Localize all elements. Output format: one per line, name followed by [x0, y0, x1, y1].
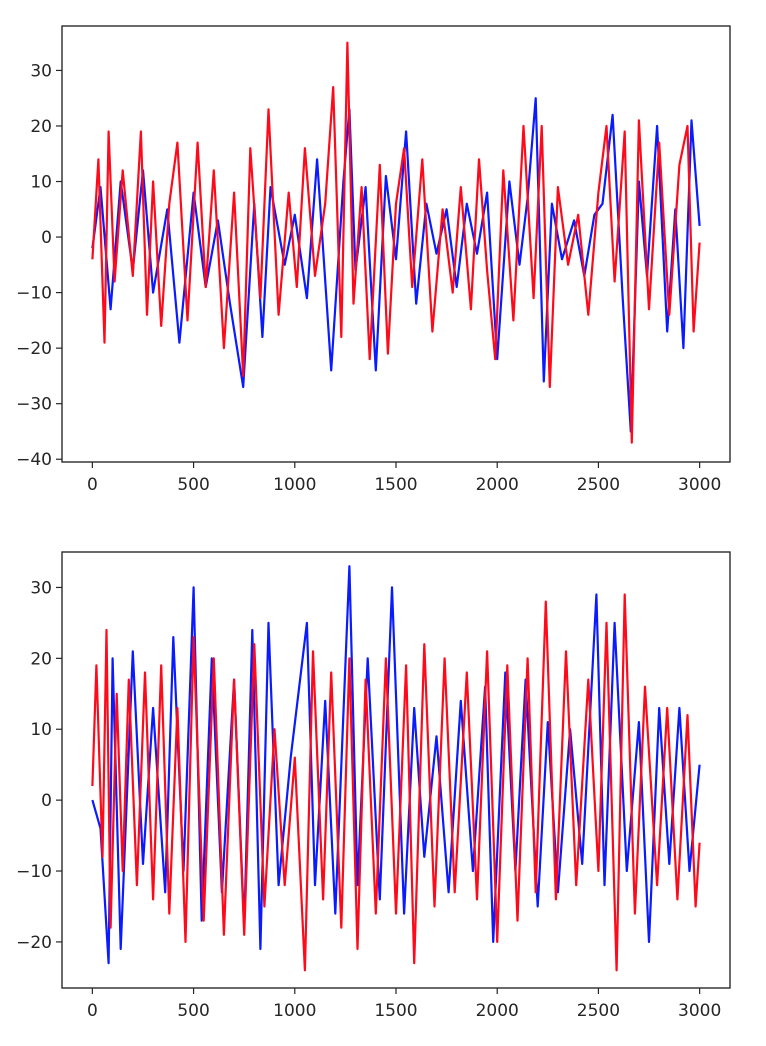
x-tick-label: 1000: [273, 1001, 316, 1021]
x-tick-label: 1500: [374, 1001, 417, 1021]
x-tick-label: 3000: [678, 1001, 721, 1021]
chart-bottom: 0 500 1000 1500 2000 2500 3000 30 20 10 0 −10 −20: [16, 551, 731, 1021]
series-line-red: [91, 41, 701, 444]
chart-top: 0 500 1000 1500 2000 2500 3000 30 20 10 0 −10 −20 −30…: [16, 25, 731, 495]
x-tick-label: 0: [87, 1001, 98, 1021]
x-tick-label: 500: [177, 475, 209, 495]
y-tick-label: 10: [30, 173, 52, 193]
y-tick-label: 10: [30, 720, 52, 740]
y-tick-label: 30: [30, 578, 52, 598]
x-tick-label: 2500: [577, 475, 620, 495]
x-tick-label: 0: [87, 475, 98, 495]
y-tick-label: −40: [16, 450, 52, 470]
x-tick-label: 2000: [476, 1001, 519, 1021]
x-tick-label: 1500: [374, 475, 417, 495]
x-tick-label: 2500: [577, 1001, 620, 1021]
x-tick-label: 500: [177, 1001, 209, 1021]
x-tick-label: 3000: [678, 475, 721, 495]
y-tick-label: 0: [41, 228, 52, 248]
y-tick-label: 20: [30, 117, 52, 137]
y-tick-label: 20: [30, 649, 52, 669]
y-tick-label: −30: [16, 395, 52, 415]
y-tick-label: 0: [41, 791, 52, 811]
series-line-red: [91, 593, 701, 972]
y-tick-label: −10: [16, 284, 52, 304]
x-tick-label: 1000: [273, 475, 316, 495]
y-tick-label: −20: [16, 933, 52, 953]
y-tick-label: 30: [30, 61, 52, 81]
x-tick-label: 2000: [476, 475, 519, 495]
y-tick-label: −20: [16, 339, 52, 359]
y-tick-label: −10: [16, 862, 52, 882]
